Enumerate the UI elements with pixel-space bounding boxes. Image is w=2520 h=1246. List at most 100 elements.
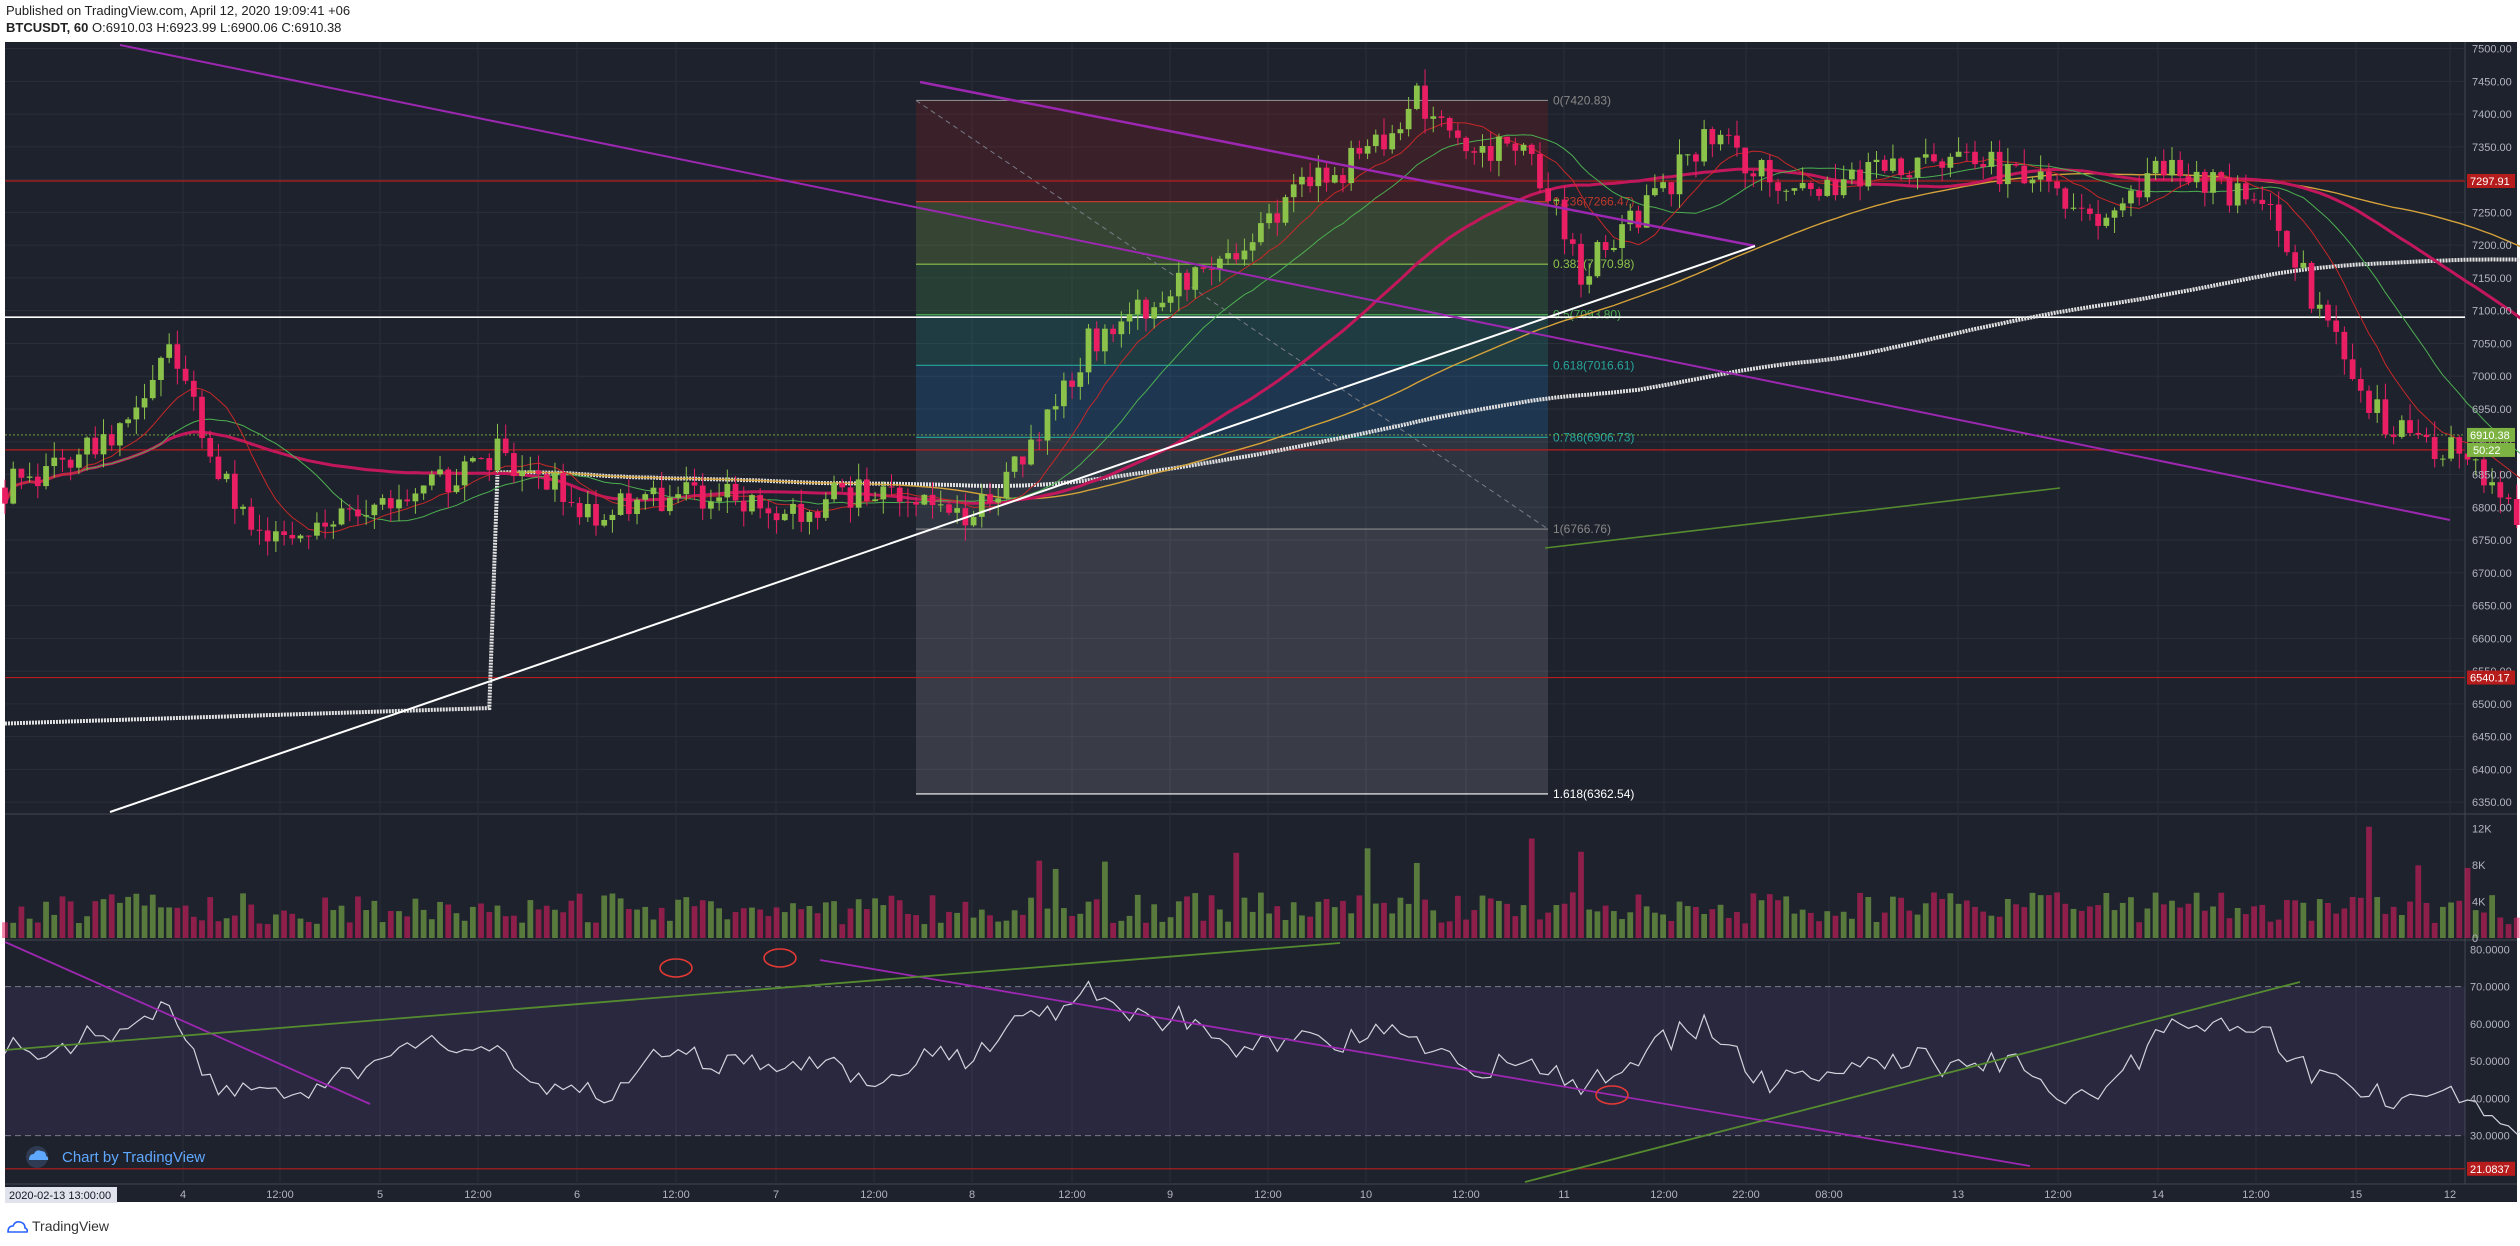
candle-body [240, 506, 246, 509]
candle-body [2407, 420, 2413, 433]
volume-bar [1438, 922, 1445, 938]
time-tick-label: 12:00 [266, 1189, 294, 1201]
candle-body [1832, 179, 1839, 196]
candle-body [806, 512, 813, 522]
candle-body [543, 474, 550, 490]
candle-body [1955, 151, 1962, 157]
candle-body [937, 504, 944, 506]
volume-bar [1955, 903, 1962, 938]
candle-body [773, 513, 780, 521]
candle-body [987, 494, 993, 503]
footer-brand: TradingView [6, 1218, 109, 1234]
candle-body [2431, 437, 2438, 460]
candle-body [1241, 250, 1248, 260]
volume-bar [2185, 903, 2192, 938]
volume-bar [363, 910, 370, 938]
watermark-text: Chart by TradingView [62, 1149, 205, 1166]
fib-zone [916, 201, 1548, 265]
candle-body [716, 497, 722, 502]
volume-bar [1241, 897, 1248, 938]
volume-bar [822, 902, 829, 938]
volume-bar [1307, 916, 1313, 938]
candle-body [2078, 207, 2085, 209]
candle-body [1307, 176, 1313, 187]
volume-bar [1980, 911, 1987, 938]
candle-body [2013, 163, 2019, 166]
candle-body [511, 453, 517, 477]
volume-bar [2431, 922, 2438, 938]
candle-body [371, 504, 378, 516]
fibonacci-retracement[interactable]: 0(7420.83) 0.236(7266.47) 0.382(7170.98) 0.… [915, 93, 1634, 801]
candle-body [2046, 171, 2052, 182]
volume-bar [2374, 897, 2381, 938]
volume-bar [2259, 904, 2266, 938]
volume-bar [1471, 910, 1478, 938]
candle-body [1602, 242, 1609, 250]
candle-body [264, 530, 271, 542]
candle-body [322, 522, 328, 527]
volume-bar [1290, 902, 1297, 938]
volume-bar [2357, 897, 2364, 938]
volume-bar [1487, 898, 1494, 938]
candle-body [831, 483, 837, 500]
volume-bar [166, 907, 173, 938]
volume-bar [584, 922, 591, 938]
candle-body [2374, 399, 2381, 413]
candle-body [1282, 197, 1289, 223]
candle-body [864, 479, 870, 502]
volume-bar [1652, 912, 1658, 938]
candle-body [174, 344, 181, 369]
candle-body [2489, 482, 2495, 486]
volume-bar [905, 913, 911, 938]
candle-body [1364, 146, 1371, 154]
volume-bar [1898, 897, 1904, 938]
volume-bar [888, 895, 895, 938]
candle-body [1939, 161, 1946, 168]
volume-bar [765, 916, 772, 938]
candle-body [617, 493, 624, 515]
volume-bar [880, 905, 887, 938]
rsi-divergence-marker [659, 958, 693, 978]
candle-body [609, 514, 616, 521]
time-tick-label: 12:00 [1254, 1189, 1282, 1201]
candle-body [2037, 171, 2044, 180]
volume-bar [371, 900, 378, 938]
candle-body [1652, 188, 1658, 196]
candle-body [2193, 171, 2200, 183]
volume-bar [831, 901, 837, 938]
time-cursor-label: 2020-02-13 13:00:00 [9, 1190, 111, 1202]
volume-bar [1134, 894, 1141, 938]
candle-body [1233, 253, 1240, 260]
volume-bar [2, 922, 8, 938]
candle-body [2243, 183, 2249, 200]
volume-bar [2210, 906, 2216, 938]
volume-tick-label: 8K [2472, 860, 2486, 872]
candle-body [2251, 199, 2257, 201]
candle-body [330, 524, 337, 527]
candle-body [1356, 147, 1363, 154]
volume-bar [404, 916, 411, 938]
candle-body [223, 473, 230, 480]
volume-bar [921, 924, 928, 938]
volume-bar [2144, 908, 2151, 938]
candle-body [305, 535, 312, 537]
candle-body [1643, 195, 1650, 228]
volume-bar [1266, 913, 1272, 938]
trendline [109, 245, 1756, 813]
candle-body [1184, 272, 1190, 290]
volume-bar [913, 915, 919, 938]
candle-body [2054, 181, 2060, 189]
volume-bar [67, 901, 74, 938]
volume-bar [199, 920, 205, 938]
trendline-drawings[interactable] [109, 44, 2451, 813]
volume-bar [2243, 914, 2249, 938]
volume-bar [1200, 920, 1207, 938]
candle-body [519, 470, 525, 477]
candle-body [1799, 182, 1806, 189]
volume-bar [338, 905, 345, 938]
volume-bar [699, 900, 706, 938]
volume-bar [1996, 916, 2003, 938]
time-cursor-box [5, 1187, 117, 1203]
horizontal-levels[interactable] [5, 180, 2465, 679]
